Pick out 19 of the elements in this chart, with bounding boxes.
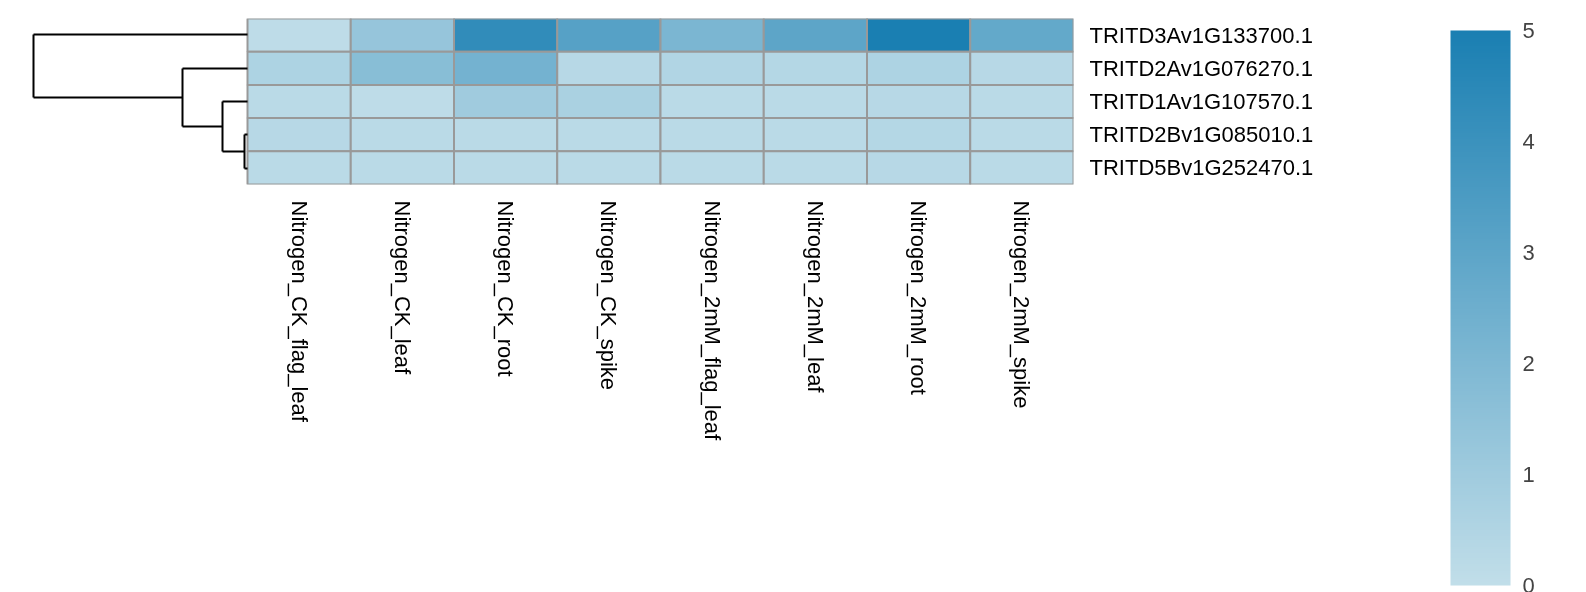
y-tick-label: TRITD5Bv1G252470.1 bbox=[1089, 155, 1314, 181]
y-tick-label: TRITD2Bv1G085010.1 bbox=[1089, 122, 1314, 148]
color-bar-label: 3 bbox=[1522, 240, 1535, 265]
x-tick-label: Nitrogen_2mM_flag_leaf bbox=[699, 200, 725, 442]
y-tick-label: TRITD2Av1G076270.1 bbox=[1089, 55, 1313, 81]
x-tick-label: Nitrogen_CK_spike bbox=[596, 200, 622, 391]
x-tick-label: Nitrogen_2mM_leaf bbox=[802, 200, 828, 394]
x-tick-label: Nitrogen_CK_leaf bbox=[389, 200, 415, 376]
x-tick-label: Nitrogen_2mM_root bbox=[906, 200, 932, 395]
color-bar-label: 1 bbox=[1522, 462, 1535, 487]
x-tick-label: Nitrogen_CK_root bbox=[493, 200, 519, 377]
x-tick-label: Nitrogen_CK_flag_leaf bbox=[286, 200, 312, 423]
x-tick-label: Nitrogen_2mM_spike bbox=[1009, 200, 1035, 409]
color-bar-label: 0 bbox=[1522, 572, 1535, 592]
color-bar-label: 5 bbox=[1522, 18, 1535, 43]
color-bar-label: 4 bbox=[1522, 129, 1535, 154]
y-tick-label: TRITD1Av1G107570.1 bbox=[1089, 89, 1313, 114]
y-tick-label: TRITD3Av1G133700.1 bbox=[1089, 22, 1313, 48]
color-bar-label: 2 bbox=[1522, 351, 1535, 376]
